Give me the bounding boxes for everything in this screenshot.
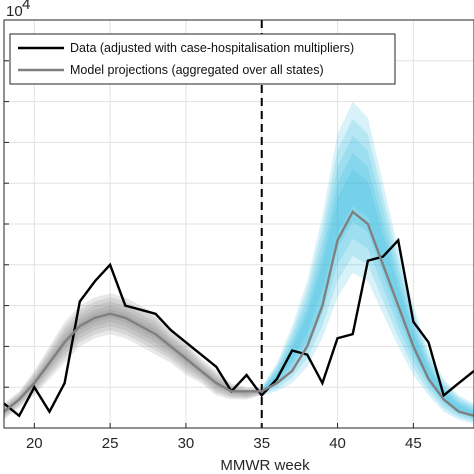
- y-exponent-label: 10 4: [6, 0, 30, 20]
- uncertainty-band-1-layer-2: [261, 135, 474, 420]
- series-line-0: [3, 237, 474, 418]
- x-tick-label: 45: [405, 435, 422, 452]
- x-tick-label: 30: [178, 435, 195, 452]
- legend-label-model: Model projections (aggregated over all s…: [70, 63, 324, 77]
- x-tick-label: 40: [329, 435, 346, 452]
- x-tick-label: 20: [26, 435, 43, 452]
- legend-label-data: Data (adjusted with case-hospitalisation…: [70, 41, 354, 55]
- x-tick-label: 25: [102, 435, 119, 452]
- uncertainty-band-1-layer-1: [261, 118, 474, 422]
- plot-area: 20 25 30 35 40 45: [3, 19, 474, 452]
- uncertainty-band-0-layer-2: [4, 301, 262, 417]
- uncertainty-band-0-layer-1: [4, 297, 262, 419]
- legend: Data (adjusted with case-hospitalisation…: [9, 33, 396, 85]
- uncertainty-band-0-layer-3: [4, 305, 262, 415]
- series-line-1: [3, 209, 474, 417]
- uncertainty-band-0-layer-4: [4, 309, 262, 414]
- exponent-base: 10: [6, 3, 23, 20]
- x-axis-label: MMWR week: [220, 457, 310, 474]
- exponent-power: 4: [22, 0, 30, 13]
- x-tick-label: 35: [253, 435, 270, 452]
- uncertainty-band-1-layer-3: [261, 153, 474, 418]
- legend-box: [9, 33, 396, 85]
- uncertainty-band-0-layer-0: [4, 293, 262, 420]
- uncertainty-band-1-layer-4: [261, 168, 474, 416]
